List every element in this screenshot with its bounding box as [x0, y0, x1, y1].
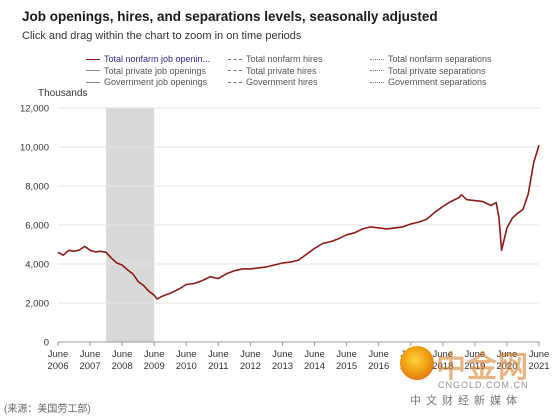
x-tick-month: June: [465, 349, 486, 360]
legend-label: Total private hires: [246, 65, 317, 76]
legend-label: Total nonfarm hires: [246, 54, 323, 64]
x-tick-month: June: [48, 349, 69, 360]
legend-label: Government separations: [388, 77, 487, 87]
legend-item[interactable]: Total nonfarm separations: [370, 53, 492, 65]
watermark-site: CNGOLD.COM.CN: [438, 380, 529, 390]
y-tick-label: 6,000: [25, 221, 49, 232]
y-tick-label: 8,000: [25, 182, 49, 193]
chart-legend: Total nonfarm job openin... Total private…: [86, 53, 554, 89]
watermark: 中金网 CNGOLD.COM.CN 中文财经新媒体: [400, 340, 554, 407]
x-tick-month: June: [80, 349, 101, 360]
x-tick-month: June: [497, 349, 518, 360]
x-tick-month: June: [432, 349, 453, 360]
x-tick-year: 2018: [432, 361, 453, 372]
x-tick-month: June: [240, 349, 261, 360]
legend-label: Government job openings: [104, 77, 208, 87]
legend-swatch: [86, 81, 100, 83]
x-tick-year: 2011: [208, 361, 228, 372]
series-line: [57, 144, 540, 300]
x-tick-year: 2012: [240, 361, 261, 372]
x-tick-month: June: [272, 349, 293, 360]
legend-swatch: [370, 70, 384, 71]
x-tick-year: 2016: [368, 361, 389, 372]
watermark-tagline: 中文财经新媒体: [410, 395, 522, 407]
chart-title: Job openings, hires, and separations lev…: [22, 9, 438, 24]
x-tick-month: June: [368, 349, 389, 360]
legend-item[interactable]: Total nonfarm job openin...: [86, 53, 210, 65]
y-tick-label: 2,000: [25, 299, 49, 310]
legend-item[interactable]: Total private separations: [370, 65, 486, 77]
x-tick-year: 2021: [528, 361, 549, 372]
legend-item[interactable]: Total private hires: [228, 65, 317, 77]
legend-label: Total private separations: [388, 65, 486, 76]
legend-item[interactable]: Government hires: [228, 76, 318, 88]
cngold-logo-icon: [400, 346, 434, 380]
legend-swatch: [370, 58, 384, 60]
x-tick-month: June: [336, 349, 357, 360]
x-tick-month: June: [208, 349, 229, 360]
legend-item[interactable]: Total nonfarm hires: [228, 53, 323, 65]
legend-swatch: [228, 81, 242, 83]
legend-item[interactable]: Government job openings: [86, 76, 207, 88]
x-tick-year: 2019: [464, 361, 485, 372]
x-tick-month: June: [144, 349, 165, 360]
legend-item[interactable]: Total private job openings: [86, 65, 206, 77]
legend-swatch: [370, 81, 384, 83]
legend-label: Total private job openings: [104, 65, 207, 76]
watermark-brand: 中金网: [436, 350, 529, 385]
legend-item[interactable]: Government separations: [370, 76, 487, 88]
x-tick-year: 2020: [496, 361, 517, 372]
x-tick-month: June: [112, 349, 133, 360]
y-axis-label: Thousands: [38, 88, 87, 99]
y-tick-label: 10,000: [20, 143, 49, 154]
legend-label: Total nonfarm job openin...: [104, 54, 211, 64]
x-tick-month: June: [529, 349, 550, 360]
x-tick-month: June: [304, 349, 325, 360]
x-tick-year: 2008: [112, 361, 133, 372]
x-tick-year: 2006: [47, 361, 68, 372]
y-tick-label: 0: [44, 338, 49, 349]
legend-label: Government hires: [246, 77, 318, 87]
x-tick-year: 2015: [336, 361, 357, 372]
y-tick-label: 12,000: [20, 104, 49, 115]
legend-label: Total nonfarm separations: [388, 54, 492, 64]
y-tick-label: 4,000: [25, 260, 49, 271]
legend-swatch: [228, 70, 242, 71]
x-tick-year: 2010: [176, 361, 197, 372]
x-tick-year: 2007: [79, 361, 100, 372]
x-tick-year: 2014: [304, 361, 325, 372]
x-tick-year: 2009: [144, 361, 165, 372]
legend-swatch: [228, 58, 242, 60]
legend-swatch: [86, 70, 100, 71]
x-tick-year: 2013: [272, 361, 293, 372]
chart-subtitle: Click and drag within the chart to zoom …: [22, 30, 302, 42]
source-note: (来源：美国劳工部): [4, 404, 91, 415]
x-tick-month: June: [176, 349, 197, 360]
legend-swatch: [86, 58, 100, 60]
